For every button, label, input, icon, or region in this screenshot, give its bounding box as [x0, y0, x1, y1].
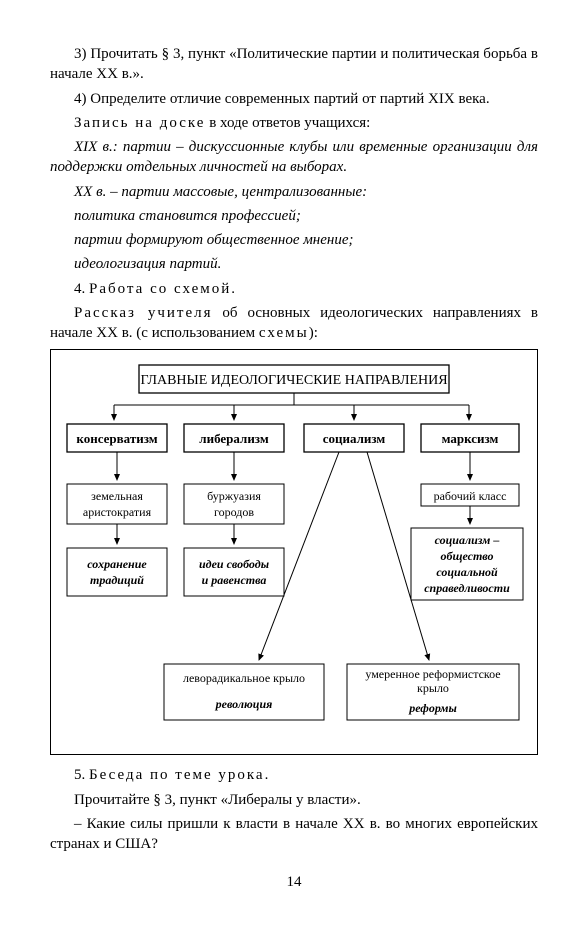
sec4-num: 4.	[74, 281, 89, 297]
lib-sub1: буржуазия	[207, 489, 261, 503]
note-xx-c: идеологизация партий.	[50, 254, 538, 274]
note-xx-a: политика становится профессией;	[50, 206, 538, 226]
label-marxism: марксизм	[442, 431, 499, 446]
marx-idea4: справедливости	[424, 581, 510, 595]
note-xx-b: партии формируют общественное мнение;	[50, 230, 538, 250]
right-wing1: умеренное реформистское	[365, 667, 500, 681]
sec5-num: 5.	[74, 767, 89, 783]
left-wing1: леворадикальное крыло	[183, 671, 305, 685]
label-liberalism: либерализм	[199, 431, 269, 446]
section-4: 4. Работа со схемой.	[50, 279, 538, 299]
marx-sub: рабочий класс	[434, 489, 507, 503]
marx-idea2: общество	[440, 549, 493, 563]
para-question: – Какие силы пришли к власти в начале XX…	[50, 814, 538, 855]
para-4: 4) Определите отличие современных партий…	[50, 89, 538, 109]
para-read: Прочитайте § 3, пункт «Либералы у власти…	[50, 790, 538, 810]
box-lib-idea	[184, 548, 284, 596]
sec4-title: Работа со схемой.	[89, 281, 237, 297]
teacher-label: Рассказ учителя	[74, 305, 213, 321]
right-wing3: реформы	[408, 701, 457, 715]
lib-idea2: и равенства	[202, 573, 267, 587]
board-label: Запись на доске	[74, 115, 205, 131]
label-conservatism: консерватизм	[76, 431, 157, 446]
lib-sub2: городов	[214, 505, 254, 519]
sec5-title: Беседа по теме урока.	[89, 767, 270, 783]
board-tail: в ходе ответов учащихся:	[205, 115, 370, 131]
cons-idea1: сохранение	[87, 557, 147, 571]
section-5: 5. Беседа по теме урока.	[50, 765, 538, 785]
marx-idea1: социализм –	[435, 533, 500, 547]
cons-sub1: земельная	[91, 489, 143, 503]
left-wing2: революция	[215, 697, 273, 711]
note-xix: XIX в.: партии – дискуссионные клубы или…	[50, 137, 538, 178]
scheme-word: схемы	[259, 325, 309, 341]
ideology-diagram: ГЛАВНЫЕ ИДЕОЛОГИЧЕСКИЕ НАПРАВЛЕНИЯ консе…	[50, 349, 538, 755]
teacher-end: ):	[309, 325, 318, 341]
para-3: 3) Прочитать § 3, пункт «Политические па…	[50, 44, 538, 85]
page-number: 14	[50, 872, 538, 892]
label-socialism: социализм	[323, 431, 386, 446]
cons-idea2: традиций	[90, 573, 144, 587]
board-note: Запись на доске в ходе ответов учащихся:	[50, 113, 538, 133]
marx-idea3: социальной	[436, 565, 498, 579]
diagram-svg: ГЛАВНЫЕ ИДЕОЛОГИЧЕСКИЕ НАПРАВЛЕНИЯ консе…	[59, 360, 527, 740]
cons-sub2: аристократия	[83, 505, 152, 519]
box-cons-idea	[67, 548, 167, 596]
right-wing2: крыло	[417, 681, 449, 695]
lib-idea1: идеи свободы	[199, 557, 269, 571]
teacher-story: Рассказ учителя об основных идеологическ…	[50, 303, 538, 344]
title-text: ГЛАВНЫЕ ИДЕОЛОГИЧЕСКИЕ НАПРАВЛЕНИЯ	[140, 373, 447, 388]
note-xx: XX в. – партии массовые, централизованны…	[50, 182, 538, 202]
